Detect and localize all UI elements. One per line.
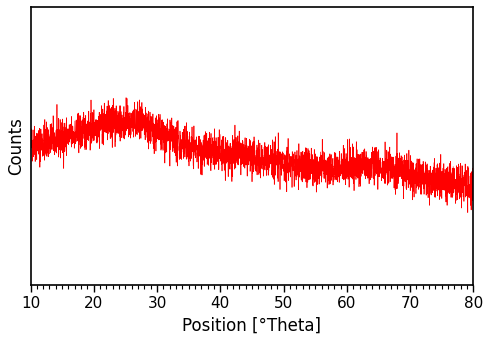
Y-axis label: Counts: Counts — [7, 117, 25, 175]
X-axis label: Position [°Theta]: Position [°Theta] — [182, 317, 321, 335]
